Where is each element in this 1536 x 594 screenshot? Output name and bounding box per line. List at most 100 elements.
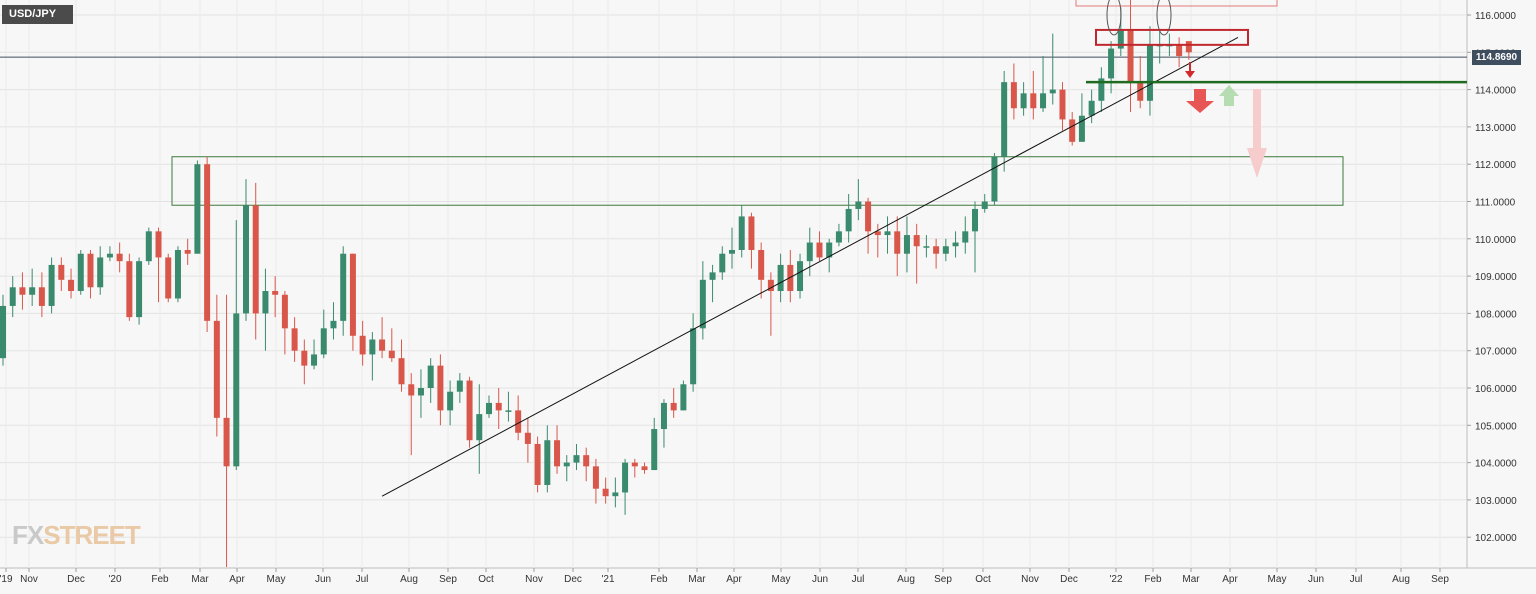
top-highlight-box [1075, 0, 1278, 7]
top-marker-ellipse [1106, 0, 1122, 36]
x-tick-label: Aug [1392, 574, 1410, 585]
x-tick-label: Dec [1060, 574, 1078, 585]
candle-body [563, 462, 570, 467]
candle-body [894, 231, 901, 254]
candle-body [19, 287, 26, 295]
candle-body [583, 455, 590, 467]
candle-body [388, 350, 395, 359]
logo-part-fx: FX [12, 520, 44, 550]
candle-body [437, 365, 444, 411]
x-tick-label: Jul [1350, 574, 1363, 585]
candle-body [729, 249, 735, 254]
candle-body [204, 164, 211, 321]
candle-body [340, 253, 347, 321]
x-tick-label: Jun [812, 574, 828, 585]
candle-body [1088, 100, 1095, 116]
x-tick-label: Jul [852, 574, 865, 585]
x-tick-label: Feb [650, 574, 668, 585]
candle-body [369, 339, 376, 355]
candle-body [544, 440, 551, 485]
candle-body [738, 216, 745, 250]
candle-body [1137, 82, 1144, 101]
x-tick-label: Sep [1431, 574, 1449, 585]
candle-body [923, 246, 930, 248]
candle-body [835, 231, 842, 243]
x-tick-label: Mar [1182, 574, 1200, 585]
x-tick-label: Apr [229, 574, 245, 585]
candle-body [505, 410, 512, 412]
y-tick-label: 107.0000 [1475, 347, 1517, 358]
candle-body [184, 249, 191, 254]
candle-body [38, 287, 45, 306]
candle-body [359, 335, 366, 355]
candle-body [952, 242, 959, 247]
candle-body [68, 279, 75, 292]
x-tick-label: Apr [1222, 574, 1238, 585]
candle-body [767, 279, 774, 292]
candle-body [534, 443, 541, 485]
candle-body [884, 231, 891, 236]
candle-body [408, 384, 415, 396]
x-tick-label: Feb [151, 574, 169, 585]
current-price-label: 114.8690 [1472, 50, 1521, 65]
candle-body [1069, 119, 1076, 142]
candle-body [816, 242, 823, 258]
resistance-box [1095, 28, 1249, 46]
candle-body [486, 402, 492, 415]
x-tick-label: Dec [67, 574, 85, 585]
candle-body [48, 264, 55, 306]
candle-body [165, 257, 172, 299]
x-tick-label: Dec [564, 574, 582, 585]
candle-body [233, 313, 240, 467]
candle-body [592, 466, 599, 489]
candle-body [398, 358, 405, 385]
chart-annotations-front [381, 0, 1467, 497]
candle-body [349, 253, 356, 336]
x-tick-label: May [267, 574, 286, 585]
x-tick-label: '20 [108, 574, 121, 585]
candle-body [845, 208, 852, 232]
candle-body [106, 253, 113, 258]
candle-body [1001, 82, 1008, 157]
candle-body [913, 235, 920, 247]
candle-body [301, 350, 308, 366]
fxstreet-logo: FXSTREET [12, 520, 141, 551]
candle-body [1049, 89, 1056, 94]
y-tick-label: 113.0000 [1475, 123, 1516, 134]
candle-body [719, 253, 726, 273]
y-tick-label: 109.0000 [1475, 272, 1517, 283]
candle-body [1078, 115, 1085, 142]
x-tick-label: May [1268, 574, 1287, 585]
candle-body [787, 264, 794, 292]
x-tick-label: Feb [1144, 574, 1162, 585]
candle-body [194, 164, 201, 254]
candle-body [243, 205, 249, 314]
candle-body [1185, 41, 1192, 53]
candle-body [0, 305, 6, 359]
candle-body [777, 264, 784, 292]
candle-body [145, 231, 152, 262]
candle-body [1117, 29, 1124, 49]
x-tick-label: Aug [897, 574, 915, 585]
small-down-arrow-head [1185, 71, 1195, 78]
x-tick-label: Nov [525, 574, 543, 585]
candle-body [126, 261, 133, 318]
candle-body [213, 320, 220, 418]
candle-body [690, 328, 697, 385]
candle-body [456, 380, 463, 392]
x-tick-label: Oct [478, 574, 494, 585]
candle-body [1098, 78, 1105, 101]
x-tick-label: May [772, 574, 791, 585]
x-tick-label: Sep [439, 574, 457, 585]
candle-body [155, 231, 162, 258]
candle-body [1010, 82, 1017, 109]
x-tick-label: '21 [601, 574, 614, 585]
candle-body [1176, 44, 1183, 57]
x-tick-label: Aug [400, 574, 418, 585]
candle-body [427, 365, 434, 388]
candle-body [524, 432, 531, 444]
candle-body [447, 391, 454, 411]
candle-body [942, 246, 949, 254]
candle-body [573, 455, 580, 463]
